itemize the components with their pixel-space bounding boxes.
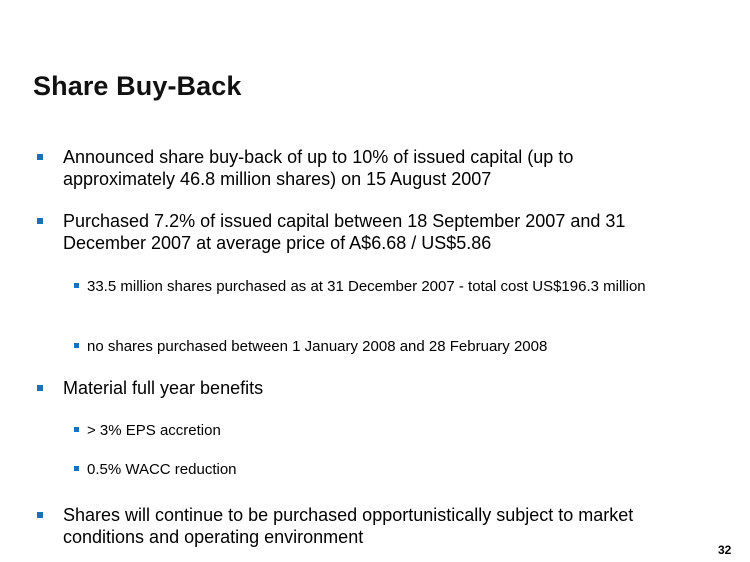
sub-bullet-eps-accretion: > 3% EPS accretion	[74, 421, 687, 441]
bullet-text: Purchased 7.2% of issued capital between…	[63, 211, 626, 253]
bullet-text: Shares will continue to be purchased opp…	[63, 505, 634, 547]
square-bullet-icon	[37, 218, 43, 224]
square-bullet-icon	[74, 283, 79, 288]
bullet-text: Material full year benefits	[63, 378, 264, 398]
square-bullet-icon	[37, 512, 43, 518]
square-bullet-icon	[74, 343, 79, 348]
sub-bullet-shares-purchased: 33.5 million shares purchased as at 31 D…	[74, 277, 667, 297]
bullet-full-year-benefits: Material full year benefits	[37, 377, 683, 399]
square-bullet-icon	[74, 466, 79, 471]
bullet-text: no shares purchased between 1 January 20…	[87, 338, 548, 355]
bullet-text: 33.5 million shares purchased as at 31 D…	[87, 278, 646, 295]
bullet-purchased-capital: Purchased 7.2% of issued capital between…	[37, 210, 683, 254]
square-bullet-icon	[37, 385, 43, 391]
bullet-text: Announced share buy-back of up to 10% of…	[63, 147, 574, 189]
slide-title: Share Buy-Back	[33, 71, 242, 101]
bullet-buyback-announced: Announced share buy-back of up to 10% of…	[37, 146, 683, 190]
sub-bullet-no-purchases: no shares purchased between 1 January 20…	[74, 337, 687, 357]
page-number: 32	[718, 543, 732, 557]
sub-bullet-wacc-reduction: 0.5% WACC reduction	[74, 460, 687, 480]
bullet-continue-purchasing: Shares will continue to be purchased opp…	[37, 504, 683, 548]
square-bullet-icon	[74, 427, 79, 432]
square-bullet-icon	[37, 154, 43, 160]
bullet-text: > 3% EPS accretion	[87, 422, 221, 439]
bullet-text: 0.5% WACC reduction	[87, 461, 237, 478]
